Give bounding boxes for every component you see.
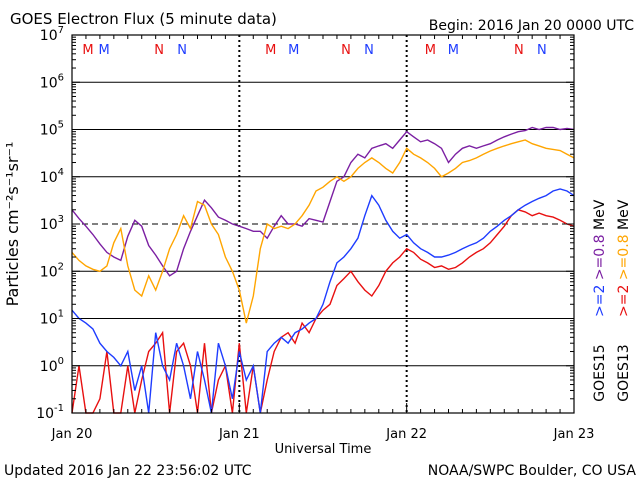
legend-entry: >=0.8 (616, 234, 632, 284)
y-tick-label: 104 (40, 167, 64, 186)
legend-unit: MeV (616, 199, 632, 234)
series-line-goes13-0 (71, 126, 575, 277)
x-axis-ticks: Jan 20 Jan 21 Jan 22 Jan 23 (51, 35, 595, 442)
x-tick-label: Jan 21 (218, 427, 260, 442)
y-tick-label: 10-1 (36, 403, 64, 422)
legend-goes15: GOES15 (592, 344, 608, 401)
marker-m: M (425, 43, 436, 58)
marker-m: M (448, 43, 459, 58)
series-line-goes15-1 (71, 139, 575, 324)
y-axis-label: Particles cm⁻²s⁻¹sr⁻¹ (3, 142, 22, 307)
y-tick-label: 105 (40, 120, 64, 139)
y-tick-label: 103 (40, 214, 64, 233)
marker-n: N (154, 43, 164, 58)
marker-n: N (514, 43, 524, 58)
y-tick-label: 106 (40, 72, 64, 91)
legend: GOES15 GOES13>=2 >=0.8 MeV>=2 >=0.8 MeV (592, 199, 632, 401)
marker-m: M (98, 43, 109, 58)
chart-title: GOES Electron Flux (5 minute data) (10, 10, 277, 28)
y-tick-label: 102 (40, 261, 64, 280)
y-axis-ticks: 10-1 100 101 102 103 104 105 106 107 (36, 25, 574, 422)
y-tick-label: 101 (40, 309, 64, 328)
x-tick-label: Jan 22 (385, 427, 427, 442)
marker-n: N (177, 43, 187, 58)
y-tick-label: 100 (40, 356, 64, 375)
x-tick-label: Jan 20 (51, 427, 93, 442)
marker-n: N (364, 43, 374, 58)
legend-unit: MeV (592, 199, 608, 234)
series-line-goes15-3 (71, 188, 575, 414)
marker-m: M (265, 43, 276, 58)
legend-goes13: GOES13 (616, 344, 632, 401)
footer-updated: Updated 2016 Jan 22 23:56:02 UTC (4, 463, 252, 479)
y-tick-label: 107 (40, 25, 64, 44)
data-series (71, 126, 575, 414)
marker-m: M (82, 43, 93, 58)
x-axis-label: Universal Time (275, 442, 372, 457)
legend-entry: >=2 (616, 285, 632, 317)
footer-credit: NOAA/SWPC Boulder, CO USA (428, 463, 637, 479)
legend-entry: >=2 (592, 285, 608, 317)
x-tick-label: Jan 23 (553, 427, 595, 442)
legend-entry: >=0.8 (592, 234, 608, 284)
begin-label: Begin: 2016 Jan 20 0000 UTC (429, 18, 634, 34)
legend-energy-column: >=2 >=0.8 MeV (616, 199, 632, 317)
marker-m: M (288, 43, 299, 58)
marker-n: N (341, 43, 351, 58)
legend-energy-column: >=2 >=0.8 MeV (592, 199, 608, 317)
series-line-goes13-2 (71, 209, 575, 414)
marker-n: N (537, 43, 547, 58)
